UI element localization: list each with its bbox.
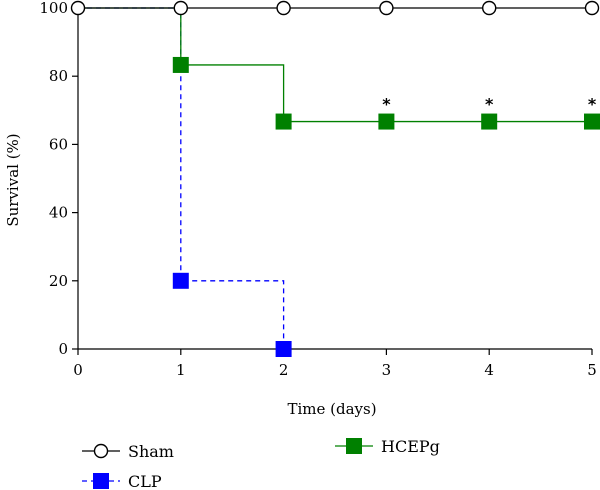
legend-marker-hcepg xyxy=(346,438,362,454)
data-point-sham xyxy=(584,0,600,16)
x-tick-label: 5 xyxy=(587,361,597,379)
significance-marker: * xyxy=(382,95,391,114)
series-sham xyxy=(70,0,600,16)
data-point-hcepg xyxy=(584,113,600,130)
x-tick-label: 4 xyxy=(484,361,494,379)
legend: Sham CLP HCEPg xyxy=(82,437,440,490)
legend-item-hcepg: HCEPg xyxy=(335,437,440,456)
y-tick-label: 0 xyxy=(58,340,68,358)
y-tick-label: 60 xyxy=(49,135,68,153)
series-hcepg xyxy=(78,7,600,130)
significance-marker: * xyxy=(588,95,597,114)
significance-marker: * xyxy=(485,95,494,114)
y-tick-label: 40 xyxy=(49,204,68,222)
legend-label-sham: Sham xyxy=(128,442,174,461)
legend-marker-clp xyxy=(93,473,109,489)
x-axis-label: Time (days) xyxy=(287,400,376,418)
legend-marker-sham xyxy=(93,443,109,459)
data-point-sham xyxy=(482,0,497,16)
data-point-hcepg xyxy=(275,113,292,130)
legend-label-clp: CLP xyxy=(128,472,162,490)
x-tick-label: 2 xyxy=(279,361,289,379)
legend-item-sham: Sham xyxy=(82,442,174,461)
data-point-hcepg xyxy=(481,113,498,130)
data-point-sham xyxy=(173,0,189,16)
y-axis-label: Survival (%) xyxy=(4,133,22,226)
y-tick-label: 80 xyxy=(49,67,68,85)
data-point-clp xyxy=(172,272,189,289)
series-clp xyxy=(78,7,292,357)
legend-label-hcepg: HCEPg xyxy=(381,437,440,456)
legend-item-clp: CLP xyxy=(82,472,162,490)
x-tick-label: 1 xyxy=(176,361,186,379)
data-point-sham xyxy=(276,0,291,16)
data-point-hcepg xyxy=(172,56,189,73)
data-point-clp xyxy=(275,341,292,357)
series-line-hcepg xyxy=(78,7,592,123)
data-point-sham xyxy=(70,0,86,16)
x-tick-label: 3 xyxy=(382,361,392,379)
annotations: * * * xyxy=(382,95,597,114)
axes: 0 1 2 3 4 5 0 20 40 60 80 100 xyxy=(39,0,596,379)
y-tick-label: 20 xyxy=(49,272,68,290)
data-point-sham xyxy=(379,0,394,16)
y-tick-label: 100 xyxy=(39,0,68,17)
data-point-hcepg xyxy=(378,113,395,130)
x-tick-label: 0 xyxy=(73,361,83,379)
series-layer xyxy=(70,0,600,357)
